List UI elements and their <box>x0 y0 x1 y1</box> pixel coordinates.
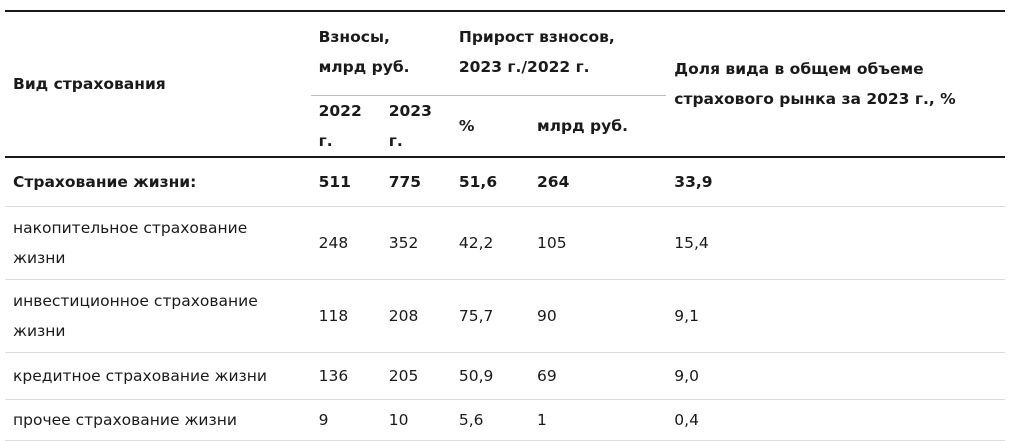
cell-share: 15,4 <box>666 206 1005 280</box>
cell-share: 0,4 <box>666 399 1005 441</box>
cell-type: Страхование жизни: <box>5 157 311 207</box>
cell-type: инвестиционное страхование жизни <box>5 279 311 353</box>
header-growth: Прирост взносов, 2023 г./2022 г. <box>450 10 667 96</box>
cell-growth-bln: 264 <box>529 157 667 207</box>
cell-2023: 352 <box>380 206 451 280</box>
table-row: накопительное страхование жизни 248 352 … <box>5 206 1005 280</box>
header-year-2022: 2022 г. <box>310 95 381 158</box>
cell-2022: 511 <box>310 157 381 207</box>
cell-2023: 205 <box>380 352 451 400</box>
table-row: инвестиционное страхование жизни 118 208… <box>5 279 1005 353</box>
cell-share: 9,0 <box>666 352 1005 400</box>
cell-2022: 248 <box>310 206 381 280</box>
cell-growth-bln: 90 <box>529 279 667 353</box>
cell-share: 9,1 <box>666 279 1005 353</box>
cell-growth-pct: 5,6 <box>450 399 530 441</box>
header-growth-percent: % <box>450 95 530 158</box>
cell-2022: 9 <box>310 399 381 441</box>
cell-2022: 118 <box>310 279 381 353</box>
cell-growth-bln: 69 <box>529 352 667 400</box>
cell-type: накопительное страхование жизни <box>5 206 311 280</box>
table-row: прочее страхование жизни 9 10 5,6 1 0,4 <box>5 399 1005 441</box>
cell-type: кредитное страхование жизни <box>5 352 311 400</box>
cell-growth-pct: 51,6 <box>450 157 530 207</box>
table-row: кредитное страхование жизни 136 205 50,9… <box>5 352 1005 400</box>
cell-2023: 775 <box>380 157 451 207</box>
insurance-table: Вид страхования Взносы, млрд руб. Прирос… <box>5 10 1005 441</box>
table-row: Страхование жизни: 511 775 51,6 264 33,9 <box>5 157 1005 207</box>
cell-2023: 10 <box>380 399 451 441</box>
cell-type: прочее страхование жизни <box>5 399 311 441</box>
header-year-2023: 2023 г. <box>380 95 451 158</box>
cell-2023: 208 <box>380 279 451 353</box>
cell-growth-pct: 42,2 <box>450 206 530 280</box>
cell-growth-bln: 105 <box>529 206 667 280</box>
cell-growth-bln: 1 <box>529 399 667 441</box>
header-insurance-type: Вид страхования <box>5 10 311 158</box>
header-market-share: Доля вида в общем объеме страхового рынк… <box>666 10 1005 158</box>
cell-share: 33,9 <box>666 157 1005 207</box>
header-premiums: Взносы, млрд руб. <box>310 10 451 96</box>
cell-growth-pct: 75,7 <box>450 279 530 353</box>
cell-2022: 136 <box>310 352 381 400</box>
header-growth-billion: млрд руб. <box>529 95 667 158</box>
cell-growth-pct: 50,9 <box>450 352 530 400</box>
